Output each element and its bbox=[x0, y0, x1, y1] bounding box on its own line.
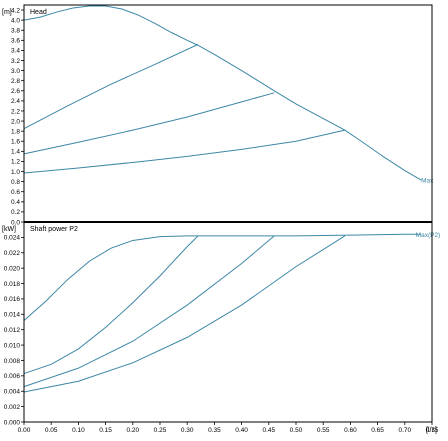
x-tick-label: 0.75 bbox=[426, 427, 439, 434]
x-tick-label: 0.35 bbox=[208, 427, 221, 434]
head-ytick-label: 1.6 bbox=[11, 139, 20, 146]
power-curve-1 bbox=[23, 233, 422, 321]
head-ytick-label: 3.4 bbox=[11, 48, 20, 55]
power-ytick-label: 0.008 bbox=[4, 358, 21, 365]
x-tick-label: 0.70 bbox=[398, 427, 411, 434]
head-ytick-label: 3.6 bbox=[11, 38, 20, 45]
power-ytick-label: 0.012 bbox=[4, 327, 21, 334]
head-ytick-label: 2.8 bbox=[11, 78, 20, 85]
head-ytick-label: 2.4 bbox=[11, 98, 20, 105]
power-ytick-label: 0.004 bbox=[4, 389, 21, 396]
power-ytick-label: 0.006 bbox=[4, 373, 21, 380]
power-ytick-label: 0.024 bbox=[4, 235, 21, 242]
x-tick-label: 0.30 bbox=[181, 427, 194, 434]
x-tick-label: 0.10 bbox=[72, 427, 85, 434]
head-ytick-label: 3.8 bbox=[11, 28, 20, 35]
x-tick-label: 0.20 bbox=[126, 427, 139, 434]
power-ytick-label: 0.014 bbox=[4, 312, 21, 319]
x-tick-label: 0.60 bbox=[344, 427, 357, 434]
power-curve-3 bbox=[23, 235, 275, 388]
frame-layer bbox=[23, 4, 433, 423]
x-tick-label: 0.00 bbox=[18, 427, 31, 434]
head-ytick-label: 0.6 bbox=[11, 189, 20, 196]
x-tick-label: 0.05 bbox=[45, 427, 58, 434]
tick-layer: 0.0 0.2 0.4 0.6 0.8 1.0 1.2 1.4 1.6 1.8 2.0 2.2 2.4 2… bbox=[4, 7, 439, 434]
power-annotation: Max(P2) bbox=[416, 232, 441, 239]
head-ytick-label: 4.2 bbox=[11, 7, 20, 14]
x-axis-unit-label: [l/s] bbox=[426, 427, 437, 434]
head-curve-3 bbox=[23, 92, 275, 155]
power-curve-4 bbox=[23, 235, 346, 393]
power-ytick-label: 0.002 bbox=[4, 404, 21, 411]
power-curve-2 bbox=[23, 235, 199, 375]
head-ytick-label: 1.2 bbox=[11, 159, 20, 166]
head-curve-1 bbox=[23, 5, 422, 181]
head-ytick-label: 2.2 bbox=[11, 108, 20, 115]
head-ytick-label: 0.4 bbox=[11, 199, 20, 206]
power-title: Shaft power P2 bbox=[30, 226, 78, 233]
head-curve-2 bbox=[23, 43, 199, 130]
head-ytick-label: 1.0 bbox=[11, 169, 20, 176]
head-ytick-label: 1.4 bbox=[11, 149, 20, 156]
power-ytick-label: 0.016 bbox=[4, 296, 21, 303]
power-ytick-label: 0.010 bbox=[4, 342, 21, 349]
x-tick-label: 0.25 bbox=[154, 427, 167, 434]
head-title: Head bbox=[30, 9, 47, 16]
x-tick-label: 0.55 bbox=[317, 427, 330, 434]
head-ytick-label: 0.0 bbox=[11, 219, 20, 226]
curve-layer: Max Max(P2) bbox=[23, 5, 441, 393]
power-unit-label: [kW] bbox=[2, 226, 16, 233]
head-ytick-label: 1.8 bbox=[11, 128, 20, 135]
head-ytick-label: 2.6 bbox=[11, 88, 20, 95]
head-unit-label: [m] bbox=[2, 9, 12, 16]
head-annotation: Max bbox=[421, 178, 434, 185]
power-ytick-label: 0.020 bbox=[4, 265, 21, 272]
head-ytick-label: 3.0 bbox=[11, 68, 20, 75]
x-tick-label: 0.45 bbox=[262, 427, 275, 434]
head-ytick-label: 0.2 bbox=[11, 209, 20, 216]
head-ytick-label: 2.0 bbox=[11, 118, 20, 125]
power-ytick-label: 0.022 bbox=[4, 250, 21, 257]
head-ytick-label: 4.0 bbox=[11, 17, 20, 24]
head-ytick-label: 0.8 bbox=[11, 179, 20, 186]
x-tick-label: 0.50 bbox=[290, 427, 303, 434]
power-ytick-label: 0.018 bbox=[4, 281, 21, 288]
head-ytick-label: 3.2 bbox=[11, 58, 20, 65]
x-tick-label: 0.65 bbox=[371, 427, 384, 434]
head-curve-4 bbox=[23, 129, 346, 174]
label-layer: [m] Head [kW] Shaft power P2 [l/s] bbox=[2, 9, 437, 434]
x-tick-label: 0.40 bbox=[235, 427, 248, 434]
x-tick-label: 0.15 bbox=[99, 427, 112, 434]
power-ytick-label: 0.000 bbox=[4, 419, 21, 426]
